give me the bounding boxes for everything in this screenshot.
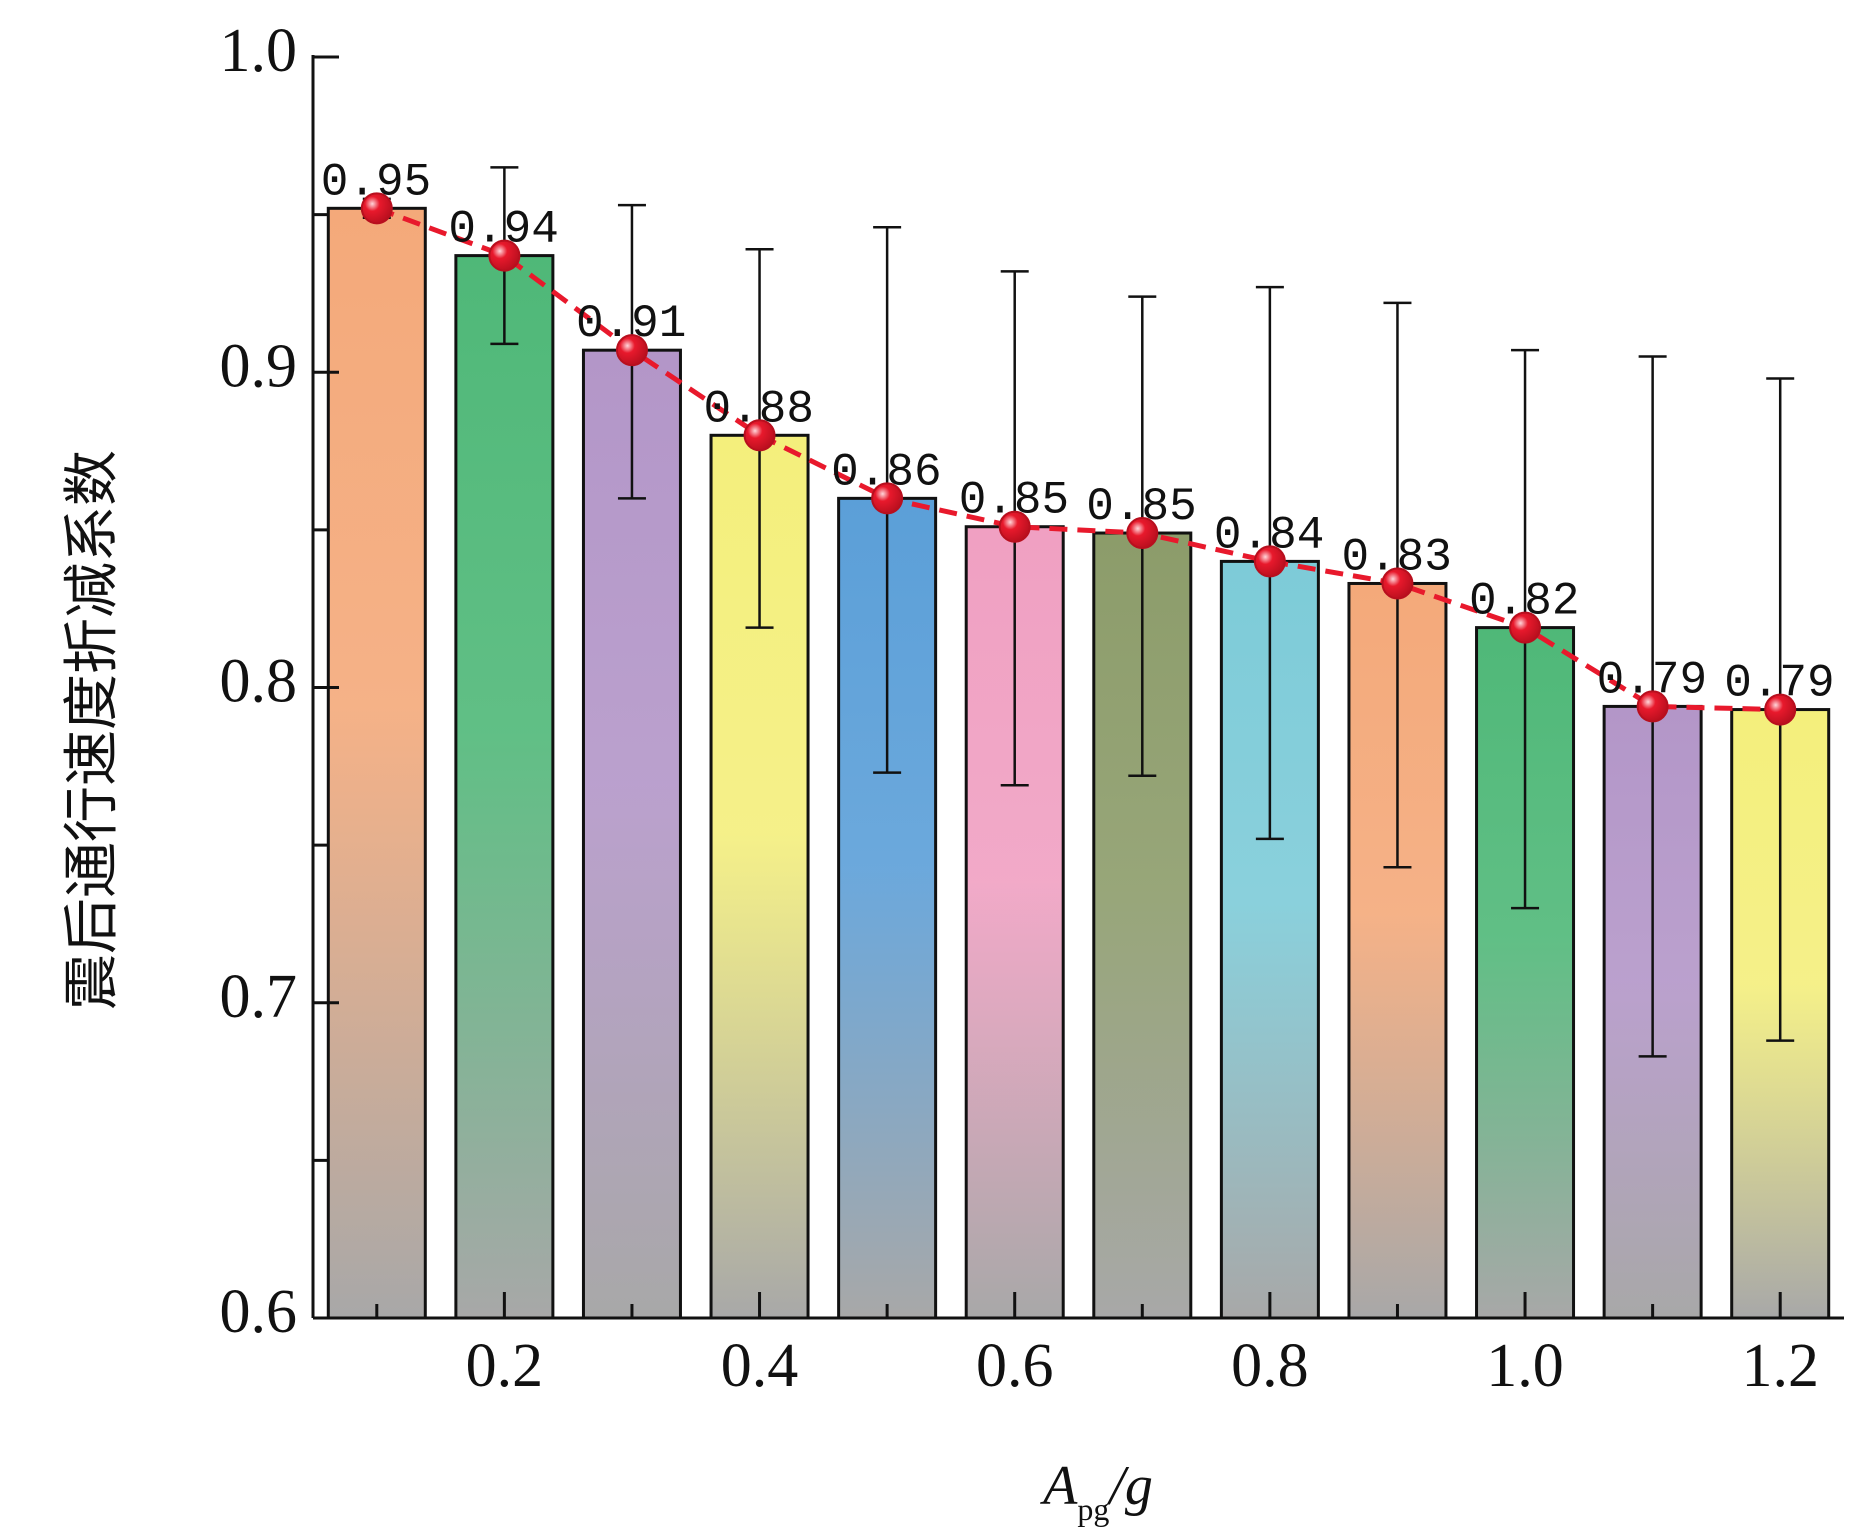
- x-axis-title-sub: pg: [1077, 1491, 1109, 1527]
- x-axis-title: Apg/g: [1039, 1455, 1153, 1527]
- data-labels: 0.95 0.94 0.91 0.88 0.86 0.85 0.85 0.84 0.83 0.82…: [321, 156, 1835, 709]
- x-axis-title-tail: /g: [1106, 1455, 1153, 1517]
- data-label-9: 0.82: [1469, 576, 1579, 628]
- data-point-3: [743, 419, 776, 452]
- data-point-11: [1764, 693, 1797, 726]
- data-label-5: 0.85: [959, 475, 1069, 527]
- bars: [326, 206, 1831, 1320]
- x-tick-label: 1.0: [1486, 1332, 1564, 1400]
- bar-2: [581, 348, 682, 1320]
- data-point-8: [1381, 567, 1414, 600]
- data-label-10: 0.79: [1597, 654, 1707, 706]
- data-point-6: [1126, 517, 1159, 550]
- data-label-0: 0.95: [321, 156, 431, 208]
- points: [360, 192, 1797, 726]
- x-tick-label: 0.6: [976, 1332, 1054, 1400]
- x-tick-label: 0.2: [466, 1332, 544, 1400]
- data-label-4: 0.86: [831, 446, 941, 498]
- bar-1: [454, 254, 555, 1320]
- data-point-10: [1636, 690, 1669, 723]
- data-label-2: 0.91: [576, 298, 686, 350]
- x-tick-label: 0.8: [1231, 1332, 1309, 1400]
- data-point-7: [1253, 545, 1286, 578]
- data-label-3: 0.88: [704, 383, 814, 435]
- trend-line-path: [375, 205, 1781, 713]
- y-axis-title: 震后通行速度折减系数: [62, 450, 124, 1010]
- y-tick-label: 0.7: [220, 963, 298, 1031]
- data-label-8: 0.83: [1341, 531, 1451, 583]
- y-tick-label: 0.9: [220, 332, 298, 400]
- axes: 0.6 0.7 0.8 0.9 1.0 0.2 0.4 0.6 0.8 1.0 1.2: [220, 17, 1844, 1400]
- data-point-0: [360, 192, 393, 225]
- data-label-1: 0.94: [448, 204, 558, 256]
- data-label-11: 0.79: [1724, 658, 1834, 710]
- data-label-7: 0.84: [1214, 509, 1324, 561]
- x-axis-title-main: A: [1039, 1455, 1078, 1517]
- bar-5: [964, 525, 1065, 1320]
- data-point-4: [871, 482, 904, 515]
- bar-0: [326, 206, 427, 1320]
- y-tick-label: 0.6: [220, 1278, 298, 1346]
- data-point-2: [615, 334, 648, 367]
- x-tick-label: 1.2: [1741, 1332, 1819, 1400]
- y-tick-label: 1.0: [220, 17, 298, 85]
- data-point-5: [998, 510, 1031, 543]
- y-tick-label: 0.8: [220, 648, 298, 716]
- data-point-9: [1509, 611, 1542, 644]
- x-tick-label: 0.4: [721, 1332, 799, 1400]
- trend-line: [375, 205, 1781, 713]
- data-label-6: 0.85: [1086, 481, 1196, 533]
- data-point-1: [488, 239, 521, 272]
